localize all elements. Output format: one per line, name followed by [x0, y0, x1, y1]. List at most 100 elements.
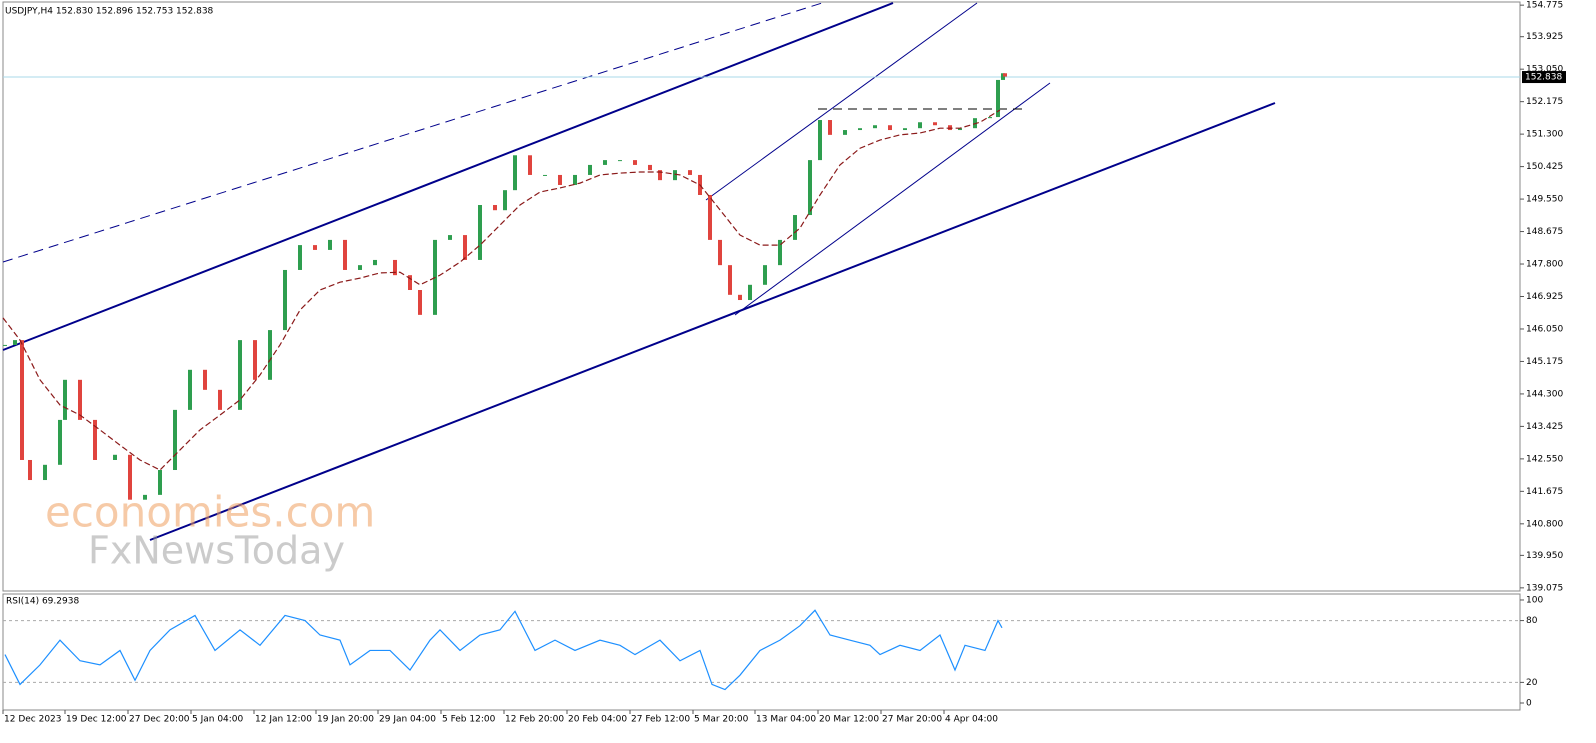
candle — [373, 259, 377, 266]
candle — [418, 290, 422, 315]
candle — [843, 130, 847, 135]
y-tick-label: 141.675 — [1526, 487, 1563, 497]
channel-bottom — [149, 102, 1276, 541]
candle — [93, 419, 97, 460]
y-tick-label: 153.050 — [1526, 65, 1563, 75]
candle — [238, 340, 242, 410]
candle — [478, 205, 482, 260]
channel-top — [2, 2, 894, 351]
watermark: FxNewsToday — [88, 529, 345, 573]
candle — [763, 265, 767, 285]
candle — [253, 340, 257, 380]
candle — [658, 170, 662, 181]
candle — [558, 174, 562, 185]
small-channel-top — [705, 2, 978, 201]
candle — [738, 294, 742, 301]
candle — [448, 235, 452, 240]
y-tick-label: 148.675 — [1526, 227, 1563, 237]
x-tick-label: 5 Jan 04:00 — [192, 715, 244, 725]
x-tick-label: 19 Dec 12:00 — [66, 715, 127, 725]
y-tick-label: 0 — [1526, 698, 1532, 708]
candle — [858, 128, 862, 131]
rsi-frame — [2, 593, 1521, 711]
candle — [648, 164, 652, 171]
candle — [1003, 73, 1007, 77]
candle — [958, 128, 962, 131]
candle — [13, 340, 17, 345]
y-tick-label: 151.300 — [1526, 130, 1563, 140]
candle — [808, 160, 812, 216]
candle — [493, 205, 497, 211]
x-tick-label: 12 Feb 20:00 — [505, 715, 564, 725]
candle — [828, 120, 832, 135]
rsi-header: RSI(14) 69.2938 — [6, 597, 79, 607]
candle — [728, 265, 732, 295]
candle — [513, 155, 517, 191]
candle — [298, 245, 302, 270]
y-tick-label: 142.550 — [1526, 454, 1563, 464]
candle — [358, 265, 362, 270]
y-tick-label: 147.800 — [1526, 260, 1563, 270]
candle — [393, 259, 397, 276]
y-tick-label: 100 — [1526, 595, 1543, 605]
dashed-line — [2, 2, 823, 263]
x-tick-label: 27 Dec 20:00 — [129, 715, 190, 725]
small-channel-bottom — [734, 82, 1051, 316]
y-tick-label: 146.925 — [1526, 292, 1563, 302]
candle — [618, 160, 622, 162]
y-tick-label: 154.775 — [1526, 1, 1563, 11]
x-tick-label: 4 Apr 04:00 — [945, 715, 998, 725]
y-tick-label: 80 — [1526, 616, 1538, 626]
candle — [633, 160, 637, 165]
candle — [793, 215, 797, 240]
candle — [748, 284, 752, 301]
x-tick-label: 13 Mar 04:00 — [756, 715, 816, 725]
candle — [328, 239, 332, 250]
candle — [203, 369, 207, 390]
y-tick-label: 152.175 — [1526, 97, 1563, 107]
trend-lines — [2, 2, 1276, 541]
candle — [818, 120, 822, 161]
candle — [503, 190, 507, 211]
candle — [708, 194, 712, 240]
candle — [268, 330, 272, 380]
candle — [673, 170, 677, 181]
candle — [313, 245, 317, 250]
watermark: economies.com — [45, 488, 375, 537]
y-tick-label: 146.050 — [1526, 324, 1563, 334]
candle — [113, 454, 117, 460]
y-tick-label: 150.425 — [1526, 162, 1563, 172]
candle — [688, 170, 692, 175]
candle — [888, 125, 892, 131]
price-tag — [1522, 71, 1566, 84]
candle — [988, 117, 992, 119]
y-tick-label: 140.800 — [1526, 519, 1563, 529]
series-line — [4, 609, 1003, 691]
candle — [43, 464, 47, 481]
candle — [996, 79, 1000, 118]
candle — [28, 459, 32, 481]
candle — [343, 239, 347, 270]
candle — [918, 122, 922, 129]
candle — [463, 235, 467, 260]
candle — [933, 122, 937, 126]
x-tick-label: 5 Feb 12:00 — [442, 715, 496, 725]
y-tick-label: 153.925 — [1526, 32, 1563, 42]
candle — [218, 389, 222, 410]
y-tick-label: 139.950 — [1526, 551, 1563, 561]
candle — [778, 239, 782, 266]
candle — [143, 494, 147, 500]
price-tag-label: 152.838 — [1525, 73, 1562, 83]
y-tick-label: 139.075 — [1526, 583, 1563, 593]
y-tick-label: 145.175 — [1526, 357, 1563, 367]
x-tick-label: 19 Jan 20:00 — [317, 715, 374, 725]
y-tick-label: 149.550 — [1526, 195, 1563, 205]
candle — [78, 379, 82, 420]
candle — [573, 174, 577, 185]
candle — [543, 174, 547, 176]
x-tick-label: 27 Mar 20:00 — [882, 715, 942, 725]
symbol-header: USDJPY,H4 152.830 152.896 152.753 152.83… — [5, 7, 214, 17]
y-tick-label: 20 — [1526, 678, 1538, 688]
